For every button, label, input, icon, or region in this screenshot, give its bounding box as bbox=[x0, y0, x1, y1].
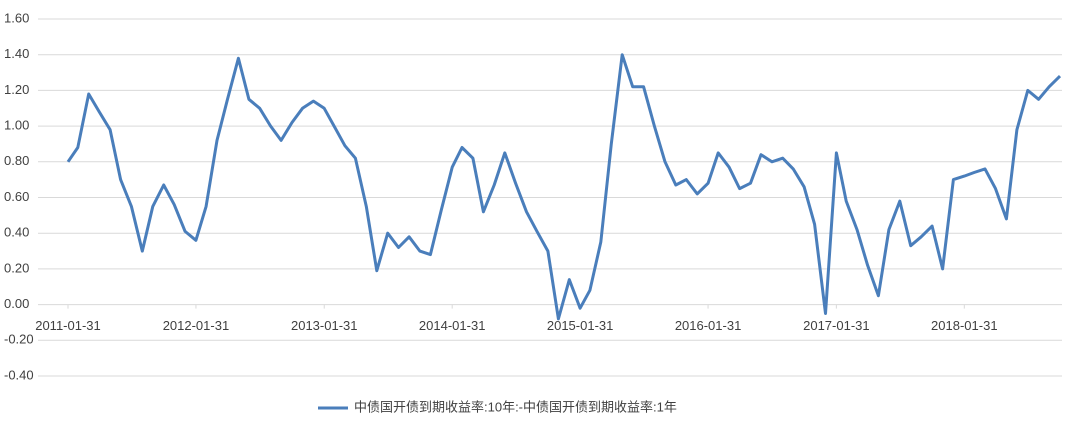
y-tick-label: 0.80 bbox=[4, 153, 29, 168]
y-tick-label: 0.60 bbox=[4, 189, 29, 204]
y-tick-label: 1.60 bbox=[4, 10, 29, 25]
x-tick-label: 2016-01-31 bbox=[675, 318, 742, 333]
y-tick-label: 1.00 bbox=[4, 118, 29, 133]
y-tick-label: -0.20 bbox=[4, 332, 34, 347]
legend-label: 中债国开债到期收益率:10年:-中债国开债到期收益率:1年 bbox=[354, 399, 677, 414]
x-tick-label: 2017-01-31 bbox=[803, 318, 870, 333]
x-tick-label: 2018-01-31 bbox=[931, 318, 998, 333]
y-tick-label: 0.40 bbox=[4, 225, 29, 240]
y-tick-label: 1.20 bbox=[4, 82, 29, 97]
data-line bbox=[66, 53, 1062, 321]
x-tick-label: 2013-01-31 bbox=[291, 318, 358, 333]
x-tick-label: 2015-01-31 bbox=[547, 318, 614, 333]
x-tick-label: 2014-01-31 bbox=[419, 318, 486, 333]
y-tick-label: -0.40 bbox=[4, 367, 34, 382]
x-tick-label: 2012-01-31 bbox=[163, 318, 230, 333]
y-tick-label: 0.00 bbox=[4, 296, 29, 311]
y-tick-label: 1.40 bbox=[4, 46, 29, 61]
y-tick-label: 0.20 bbox=[4, 260, 29, 275]
x-tick-label: 2011-01-31 bbox=[35, 318, 101, 333]
